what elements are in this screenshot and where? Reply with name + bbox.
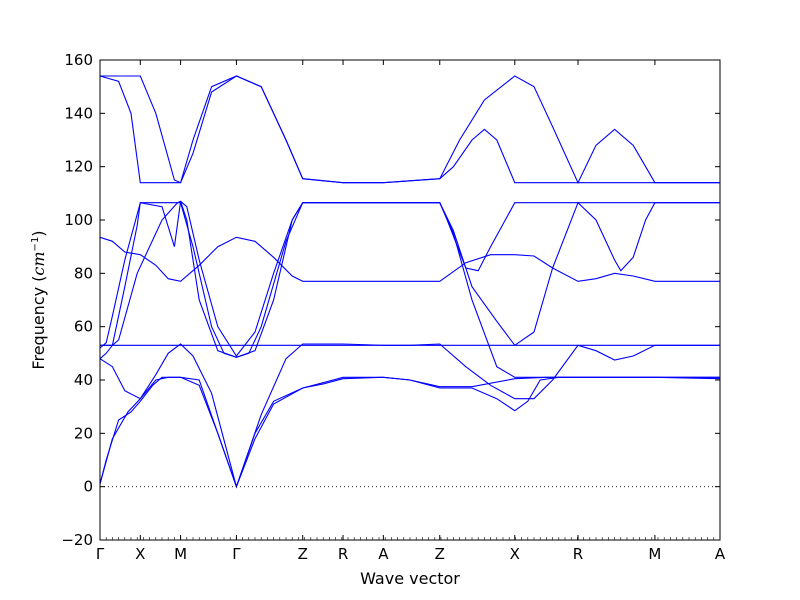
kpoint-label: A xyxy=(715,545,726,563)
kpoint-label: Γ xyxy=(96,545,105,563)
y-tick-label: −20 xyxy=(61,531,93,549)
kpoint-label: Z xyxy=(298,545,308,563)
y-axis-label: Frequency (cm−1) xyxy=(29,230,48,369)
y-axis-label-unit: cm xyxy=(29,251,48,275)
band-line-10 xyxy=(100,75,720,184)
kpoint-label: R xyxy=(573,545,583,563)
y-axis-label-text: Frequency ( xyxy=(29,276,48,370)
y-axis-ticks: −20 0 20 40 60 80 100 120 140 160 xyxy=(61,51,720,549)
kpoint-label: M xyxy=(174,545,187,563)
kpoint-label: X xyxy=(510,545,520,563)
y-tick-label: 160 xyxy=(64,51,93,69)
y-axis-label-exponent: −1 xyxy=(30,237,41,252)
y-tick-label: 40 xyxy=(74,371,93,389)
band-lines xyxy=(99,75,721,489)
band-line-2 xyxy=(99,376,721,489)
kpoint-label: M xyxy=(648,545,661,563)
y-tick-label: 140 xyxy=(64,104,93,122)
band-line-8 xyxy=(99,236,720,282)
kpoint-label: Z xyxy=(435,545,445,563)
band-line-5 xyxy=(99,201,720,358)
y-axis-label-close: ) xyxy=(29,230,48,236)
y-tick-label: 100 xyxy=(64,211,93,229)
kpoint-label: A xyxy=(378,545,389,563)
kpoint-label: R xyxy=(338,545,348,563)
plot-frame xyxy=(99,59,721,541)
y-tick-label: 60 xyxy=(74,318,93,336)
band-line-9 xyxy=(99,75,720,184)
y-tick-label: 0 xyxy=(83,478,93,496)
y-tick-label: 80 xyxy=(74,264,93,282)
x-axis-label: Wave vector xyxy=(360,569,460,588)
band-line-7 xyxy=(100,200,720,357)
y-tick-label: 20 xyxy=(74,424,93,442)
band-line-3 xyxy=(99,343,720,489)
band-line-4 xyxy=(99,202,720,378)
y-tick-label: 120 xyxy=(64,158,93,176)
band-line-1 xyxy=(99,376,720,489)
kpoint-label: X xyxy=(135,545,145,563)
kpoint-label: Γ xyxy=(232,545,241,563)
